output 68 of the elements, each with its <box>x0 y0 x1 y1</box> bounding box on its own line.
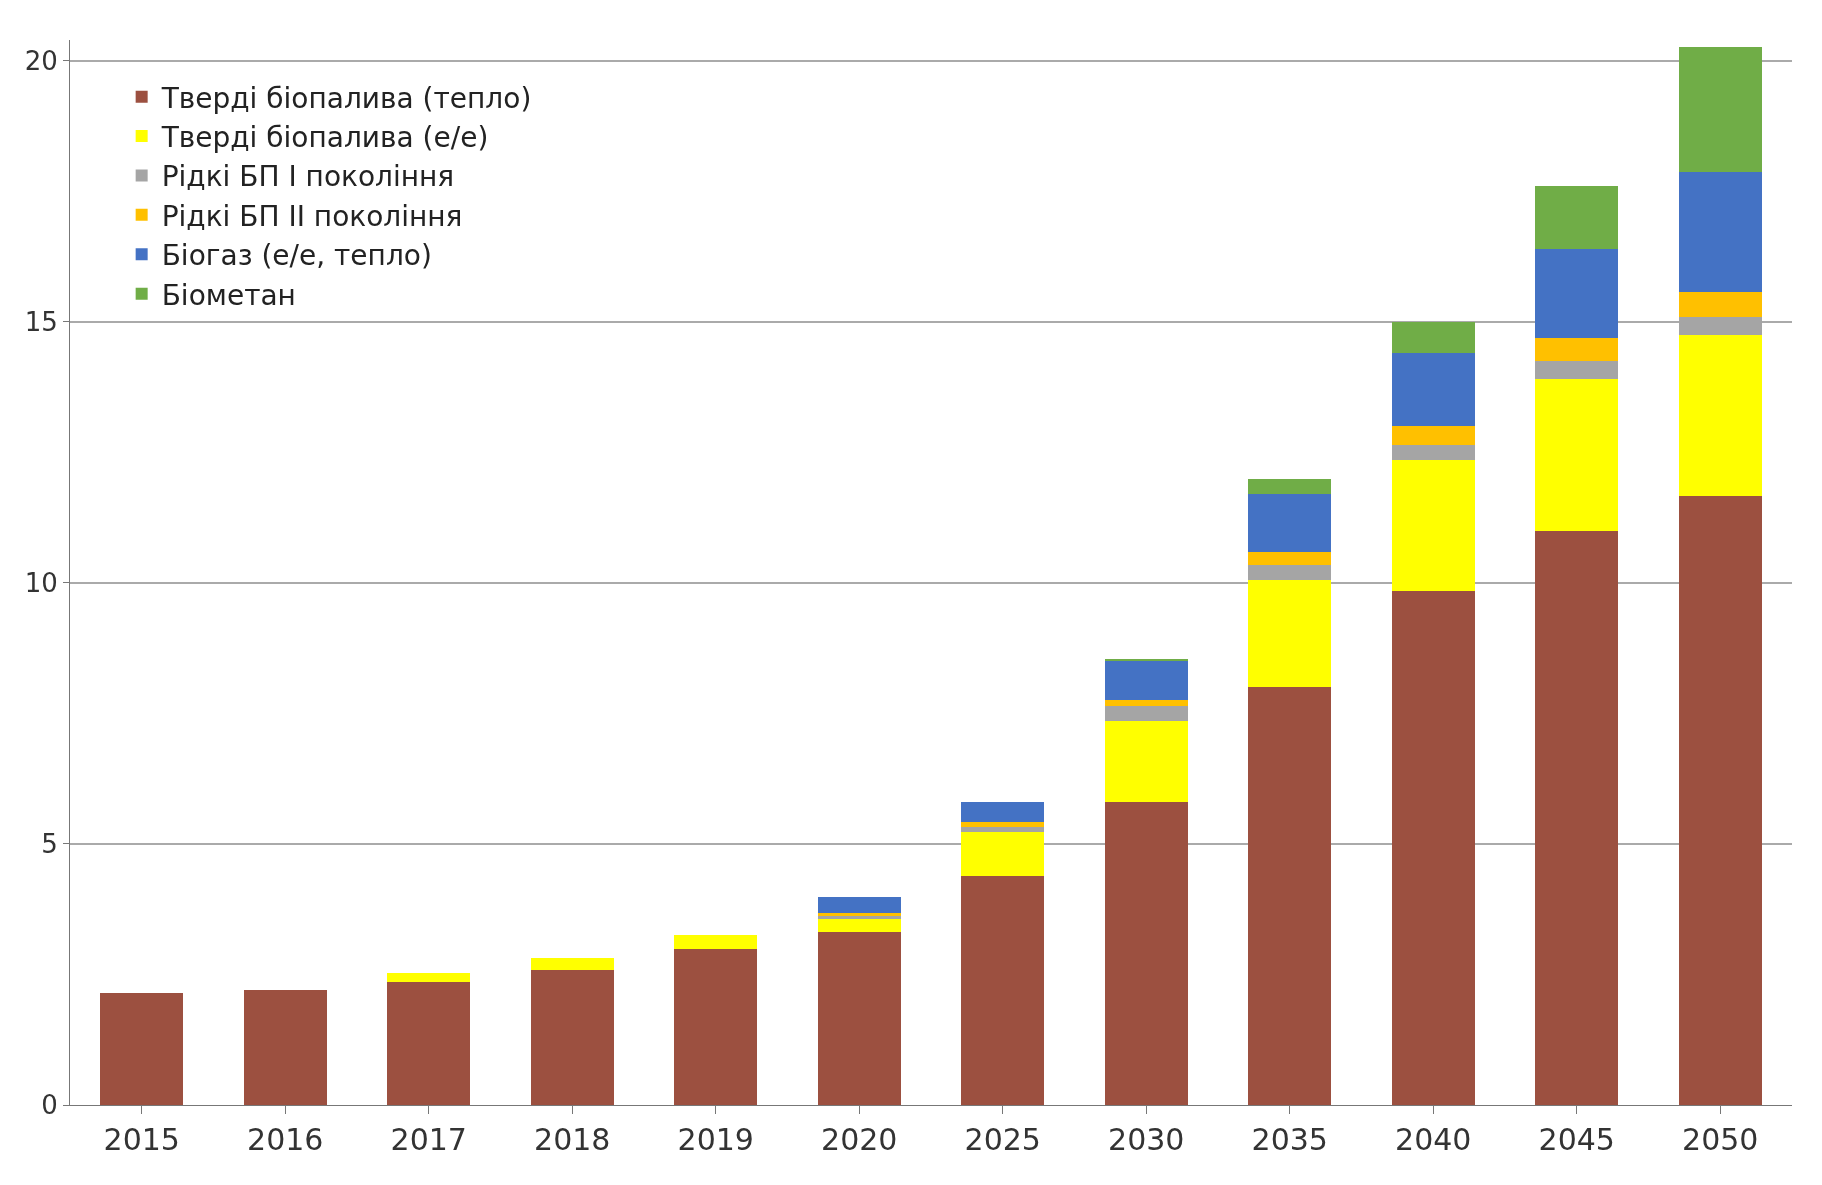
bar <box>1678 495 1762 1105</box>
y-tick-label: 20 <box>24 45 58 76</box>
x-tick-label: 2018 <box>534 1122 611 1157</box>
bar <box>1104 802 1188 1105</box>
bar <box>1391 321 1475 354</box>
bar <box>1391 426 1475 445</box>
bar <box>817 919 901 932</box>
bar <box>1248 494 1332 552</box>
bar <box>1678 46 1762 172</box>
x-tick-label: 2045 <box>1538 1122 1615 1157</box>
x-tick-label: 2030 <box>1108 1122 1185 1157</box>
y-tick-label: 0 <box>41 1090 58 1121</box>
bar <box>1535 530 1619 1105</box>
x-tick-label: 2050 <box>1682 1122 1759 1157</box>
x-tick-label: 2016 <box>247 1122 324 1157</box>
y-tick-label: 5 <box>41 829 58 860</box>
bar <box>243 990 327 1105</box>
bar <box>961 876 1045 1105</box>
bar <box>674 934 758 950</box>
x-tick-label: 2015 <box>103 1122 180 1157</box>
bar <box>1104 705 1188 722</box>
legend-label: Біометан <box>161 278 296 312</box>
bar <box>961 827 1045 833</box>
y-tick-label: 15 <box>24 307 58 338</box>
bar <box>1391 444 1475 461</box>
x-tick-label: 2025 <box>964 1122 1041 1157</box>
bar <box>961 801 1045 823</box>
bar <box>1535 337 1619 362</box>
bar <box>1535 248 1619 338</box>
bar <box>1248 551 1332 565</box>
y-tick-label: 10 <box>24 568 58 599</box>
legend-label: Рідкі БП ІІ покоління <box>161 199 463 233</box>
bar <box>1104 661 1188 701</box>
bar <box>1391 460 1475 591</box>
bar <box>1248 564 1332 581</box>
bar <box>530 969 614 1105</box>
bar <box>387 973 471 983</box>
bar <box>1248 478 1332 495</box>
bar <box>1678 335 1762 496</box>
bar <box>100 993 184 1105</box>
legend-label: Біогаз (е/е, тепло) <box>161 239 432 273</box>
legend-label: Тверді біопалива (е/е) <box>160 120 489 154</box>
bar <box>1248 580 1332 688</box>
bar <box>1678 291 1762 318</box>
bar <box>1391 590 1475 1105</box>
x-tick-label: 2035 <box>1251 1122 1328 1157</box>
legend-label: Рідкі БП І покоління <box>161 160 455 194</box>
bar <box>1391 353 1475 427</box>
bar <box>387 982 471 1105</box>
bar <box>1535 186 1619 249</box>
x-tick-label: 2019 <box>677 1122 754 1157</box>
bar <box>530 957 614 970</box>
bar <box>817 897 901 914</box>
bar <box>961 822 1045 828</box>
bar <box>1678 171 1762 292</box>
bar <box>961 832 1045 877</box>
bar <box>1535 379 1619 531</box>
bar <box>1248 687 1332 1105</box>
bar <box>817 916 901 920</box>
x-tick-label: 2040 <box>1395 1122 1472 1157</box>
bar <box>817 931 901 1105</box>
x-tick-label: 2020 <box>821 1122 898 1157</box>
bar <box>1104 721 1188 803</box>
legend-label: Тверді біопалива (тепло) <box>160 81 532 115</box>
bar <box>1535 361 1619 380</box>
bar <box>674 949 758 1105</box>
x-tick-label: 2017 <box>390 1122 467 1157</box>
bar <box>1104 700 1188 706</box>
